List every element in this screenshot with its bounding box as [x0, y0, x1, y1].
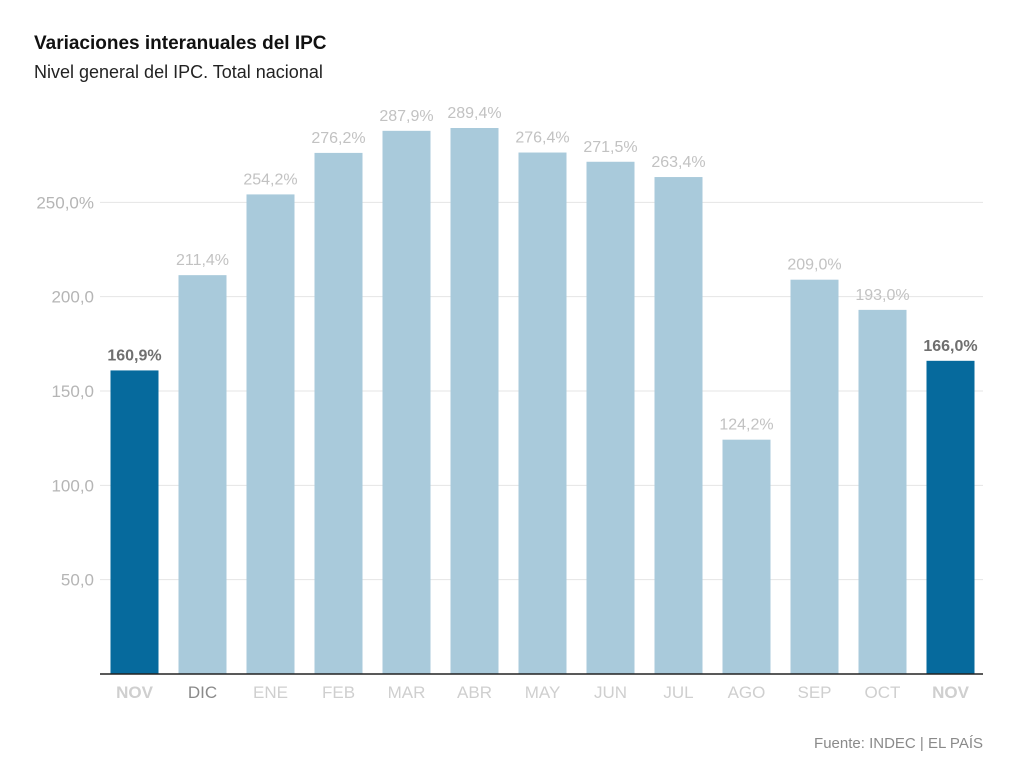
bar: [110, 370, 159, 674]
x-tick-label: MAY: [525, 683, 561, 702]
y-tick-label: 50,0: [61, 571, 94, 590]
data-label: 271,5%: [583, 139, 637, 156]
data-label: 193,0%: [855, 287, 909, 304]
source-note: Fuente: INDEC | EL PAÍS: [814, 735, 983, 752]
y-tick-label: 100,0: [51, 476, 94, 495]
bar: [722, 439, 771, 674]
data-label: 124,2%: [719, 417, 773, 434]
x-tick-label: JUL: [663, 683, 693, 702]
data-label: 263,4%: [651, 154, 705, 171]
x-tick-label: NOV: [116, 683, 154, 702]
data-label: 289,4%: [447, 105, 501, 122]
chart-subtitle: Nivel general del IPC. Total nacional: [34, 62, 323, 82]
data-label: 160,9%: [107, 347, 161, 364]
x-tick-label: AGO: [728, 683, 766, 702]
x-tick-label: MAR: [388, 683, 426, 702]
x-tick-label: JUN: [594, 683, 627, 702]
x-tick-label: ABR: [457, 683, 492, 702]
x-tick-label: ENE: [253, 683, 288, 702]
data-label: 211,4%: [176, 252, 229, 269]
bar: [518, 152, 567, 674]
chart-title: Variaciones interanuales del IPC: [34, 33, 327, 54]
bar: [586, 161, 635, 674]
data-label: 209,0%: [787, 257, 841, 274]
bar: [926, 360, 975, 674]
y-tick-label: 200,0: [51, 288, 94, 307]
y-tick-label: 250,0%: [36, 193, 94, 212]
x-tick-label: DIC: [188, 683, 217, 702]
data-label: 254,2%: [243, 171, 297, 188]
bar: [858, 309, 907, 674]
x-tick-label: SEP: [797, 683, 831, 702]
bar: [382, 130, 431, 674]
data-label: 276,2%: [311, 130, 365, 147]
bar: [178, 275, 227, 674]
bar: [654, 177, 703, 674]
x-tick-label: NOV: [932, 683, 970, 702]
data-label: 287,9%: [379, 108, 433, 125]
data-label: 276,4%: [515, 130, 569, 147]
data-label: 166,0%: [923, 338, 977, 355]
x-tick-label: FEB: [322, 683, 355, 702]
y-tick-label: 150,0: [51, 382, 94, 401]
bar: [450, 127, 499, 675]
bar: [314, 152, 363, 675]
x-tick-label: OCT: [865, 683, 901, 702]
bar: [246, 194, 295, 674]
bar: [790, 279, 839, 674]
